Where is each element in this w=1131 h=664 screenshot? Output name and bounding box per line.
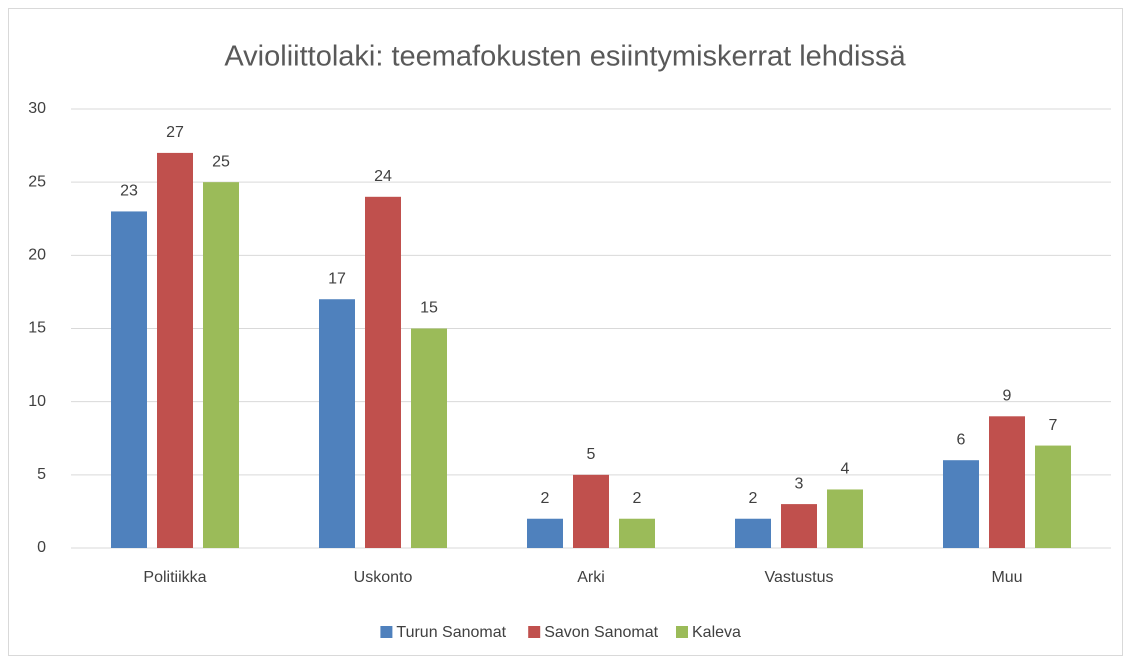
- legend-swatch: [528, 626, 541, 638]
- bar: [1035, 445, 1071, 548]
- y-tick-label: 10: [28, 393, 46, 410]
- data-label: 17: [328, 270, 346, 287]
- data-label: 3: [795, 475, 804, 492]
- bar: [989, 416, 1025, 548]
- legend-label: Turun Sanomat: [396, 624, 506, 641]
- x-tick-label: Uskonto: [354, 569, 413, 586]
- chart-title: Avioliittolaki: teemafokusten esiintymis…: [224, 41, 906, 73]
- bar: [411, 328, 447, 548]
- legend-swatch: [676, 626, 688, 638]
- legend-swatch: [380, 626, 393, 638]
- data-label: 25: [212, 153, 230, 170]
- legend-label: Savon Sanomat: [544, 624, 658, 641]
- data-label: 24: [374, 168, 392, 185]
- data-label: 9: [1003, 388, 1012, 405]
- bar: [573, 474, 609, 548]
- bar: [203, 182, 239, 548]
- data-label: 2: [749, 490, 758, 507]
- y-tick-label: 30: [28, 100, 46, 117]
- data-label: 7: [1049, 417, 1058, 434]
- data-label: 27: [166, 124, 184, 141]
- y-tick-label: 5: [37, 466, 46, 483]
- bar: [319, 299, 355, 548]
- data-label: 15: [420, 300, 438, 317]
- bar: [365, 196, 401, 549]
- data-label: 23: [120, 183, 138, 200]
- bar: [619, 518, 655, 548]
- y-tick-label: 25: [28, 173, 46, 190]
- x-tick-label: Muu: [991, 569, 1022, 586]
- y-tick-label: 0: [37, 539, 46, 556]
- bar: [527, 518, 563, 548]
- x-tick-label: Arki: [577, 569, 605, 586]
- data-label: 5: [587, 446, 596, 463]
- bar: [781, 504, 817, 548]
- y-tick-label: 15: [28, 320, 46, 337]
- data-label: 2: [633, 490, 642, 507]
- data-label: 6: [957, 431, 966, 448]
- legend-label: Kaleva: [692, 624, 741, 641]
- bar: [111, 211, 147, 548]
- data-label: 2: [541, 490, 550, 507]
- data-label: 4: [841, 461, 850, 478]
- bar: [943, 460, 979, 548]
- y-tick-label: 20: [28, 247, 46, 264]
- bar: [157, 152, 193, 548]
- bar: [827, 489, 863, 548]
- bar: [735, 518, 771, 548]
- x-tick-label: Politiikka: [143, 569, 206, 586]
- x-tick-label: Vastustus: [764, 569, 833, 586]
